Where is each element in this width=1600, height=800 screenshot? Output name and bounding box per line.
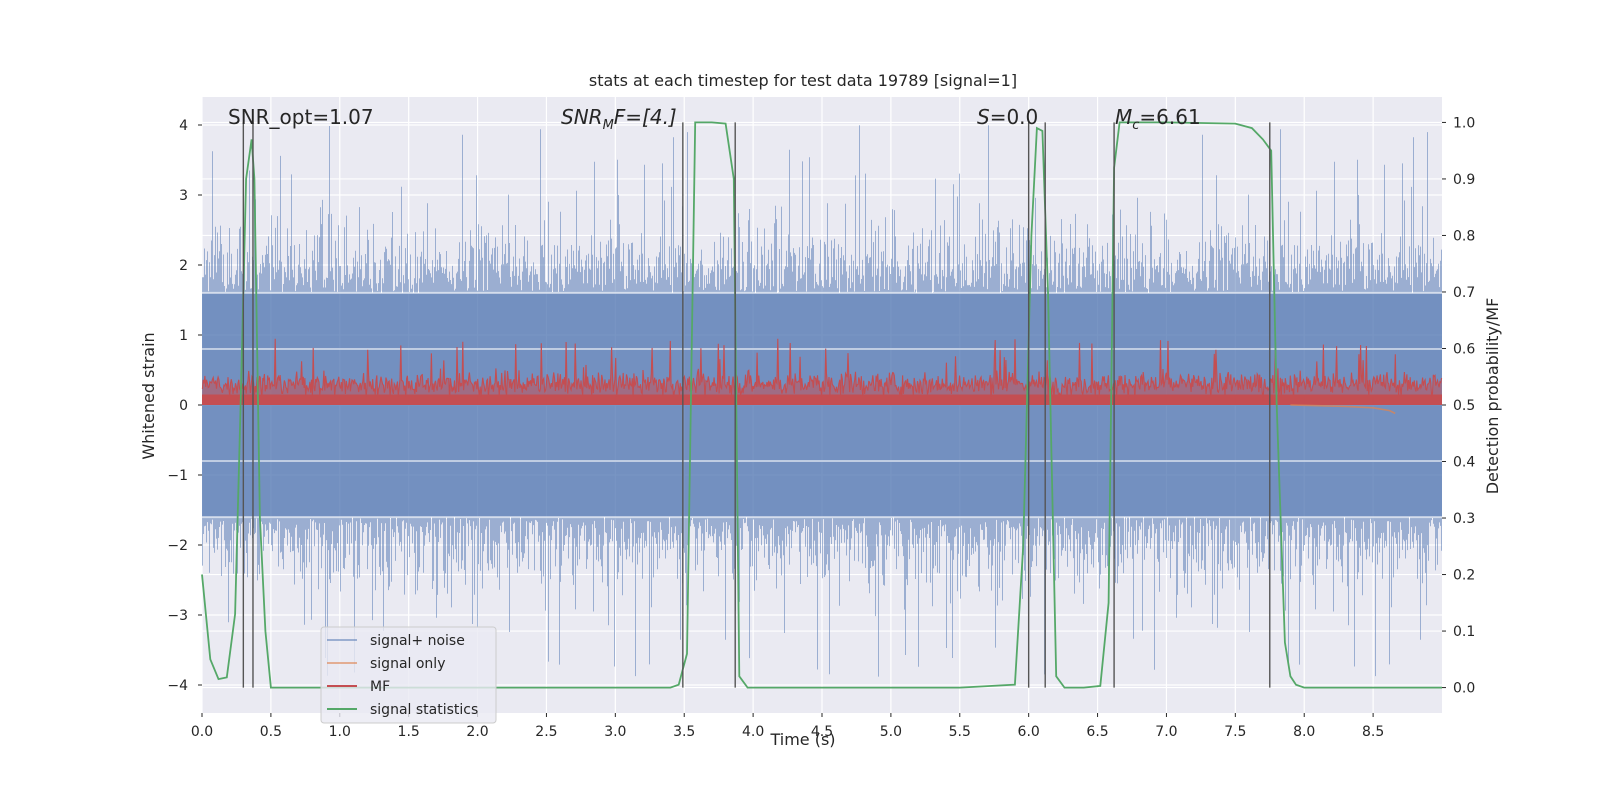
- annotation-mc-sub: c: [1132, 118, 1139, 133]
- series-mf: [201, 338, 1443, 405]
- annotation-snr-opt: SNR_opt=1.07: [228, 105, 374, 129]
- y-tick-label-7: 3: [179, 188, 188, 204]
- y2-tick-label-5: 0.5: [1453, 398, 1475, 414]
- y-tick-label-8: 4: [179, 118, 188, 134]
- annotation-snr-mf-main: SNR: [561, 105, 603, 129]
- y2-tick-label-2: 0.2: [1453, 568, 1475, 584]
- x-tick-label-15: 7.5: [1224, 724, 1246, 740]
- x-tick-label-5: 2.5: [535, 724, 557, 740]
- y2-tick-label-1: 0.1: [1453, 624, 1475, 640]
- annotation-s-rest: =0.0: [990, 105, 1039, 129]
- y2-tick-label-7: 0.7: [1453, 285, 1475, 301]
- y2-axis-ticks: 0.0 0.1 0.2 0.3 0.4 0.5 0.6 0.7 0.8 0.9 1.0: [1442, 115, 1475, 697]
- x-axis-label: Time (s): [769, 730, 835, 749]
- x-tick-label-3: 1.5: [398, 724, 420, 740]
- y-axis-ticks: −4 −3 −2 −1 0 1 2 3 4: [167, 118, 202, 694]
- y-axis-label: Whitened strain: [139, 332, 158, 459]
- annotation-snr-mf-rest: F=[4.]: [614, 105, 677, 129]
- annotation-snr-mf: SNRMF=[4.]: [561, 105, 677, 133]
- legend-label-mf: MF: [370, 679, 390, 695]
- x-tick-label-12: 6.0: [1018, 724, 1040, 740]
- x-tick-label-1: 0.5: [260, 724, 282, 740]
- annotation-s-main: S: [977, 105, 990, 129]
- legend-label-signal-plus-noise: signal+ noise: [370, 633, 465, 649]
- y-tick-label-1: −3: [167, 608, 188, 624]
- x-tick-label-2: 1.0: [329, 724, 351, 740]
- legend-label-signal-statistics: signal statistics: [370, 702, 478, 718]
- y2-tick-label-8: 0.8: [1453, 228, 1475, 244]
- series-signal-statistics: [201, 121, 1442, 689]
- y-tick-label-6: 2: [179, 258, 188, 274]
- chart-title: stats at each timestep for test data 197…: [589, 71, 1017, 90]
- y2-tick-label-3: 0.3: [1453, 511, 1475, 527]
- annotation-mc: Mc=6.61: [1115, 105, 1201, 133]
- x-tick-label-9: 4.5: [811, 724, 833, 740]
- x-tick-label-4: 2.0: [466, 724, 488, 740]
- y2-tick-label-6: 0.6: [1453, 341, 1475, 357]
- x-tick-label-17: 8.5: [1362, 724, 1384, 740]
- y-tick-label-3: −1: [167, 468, 188, 484]
- y2-tick-label-0: 0.0: [1453, 681, 1475, 697]
- annotation-mc-main: M: [1115, 105, 1132, 129]
- x-tick-label-6: 3.0: [604, 724, 626, 740]
- x-tick-label-11: 5.5: [949, 724, 971, 740]
- x-tick-label-14: 7.0: [1155, 724, 1177, 740]
- legend-box: [320, 626, 497, 724]
- x-tick-label-0: 0.0: [191, 724, 213, 740]
- signal-only-trace: [1290, 404, 1396, 415]
- y-tick-label-2: −2: [167, 538, 188, 554]
- y-tick-label-5: 1: [179, 328, 188, 344]
- y2-tick-label-4: 0.4: [1453, 455, 1475, 471]
- x-axis-ticks: 0.0 0.5 1.0 1.5 2.0 2.5 3.0 3.5 4.0 4.5 5.0 5.5 6.0 6…: [191, 713, 1384, 740]
- x-tick-label-13: 6.5: [1086, 724, 1108, 740]
- annotation-s: S=0.0: [977, 105, 1038, 129]
- x-tick-label-10: 5.0: [880, 724, 902, 740]
- legend-label-signal-only: signal only: [370, 656, 445, 672]
- x-tick-label-16: 8.0: [1293, 724, 1315, 740]
- y2-tick-label-10: 1.0: [1453, 115, 1475, 131]
- y-tick-label-0: −4: [167, 678, 188, 694]
- series-signal-only: [1290, 404, 1396, 415]
- legend: signal+ noise signal only MF signal stat…: [320, 626, 497, 724]
- y2-axis-label: Detection probability/MF: [1483, 298, 1502, 495]
- x-tick-label-8: 4.0: [742, 724, 764, 740]
- signal-statistics-trace: [201, 121, 1442, 689]
- vertical-markers: [242, 122, 1271, 688]
- annotation-mc-rest: =6.61: [1139, 105, 1200, 129]
- mf-fill: [202, 338, 1442, 405]
- y-tick-label-4: 0: [179, 398, 188, 414]
- y2-tick-label-9: 0.9: [1453, 172, 1475, 188]
- annotation-snr-mf-sub: M: [603, 118, 614, 133]
- x-tick-label-7: 3.5: [673, 724, 695, 740]
